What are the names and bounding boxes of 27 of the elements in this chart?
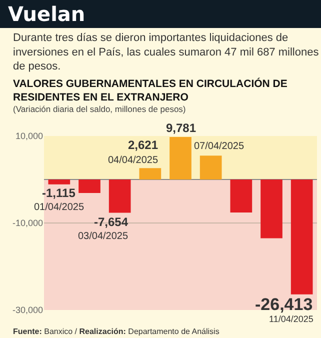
data-label: -26,413: [255, 295, 313, 314]
bar: [230, 180, 252, 213]
bar: [48, 180, 70, 184]
bar: [78, 180, 100, 193]
bar: [290, 180, 313, 294]
chart-title: Vuelan: [8, 2, 86, 26]
annotation: 01/04/2025: [34, 202, 84, 213]
source-note: Fuente: Banxico / Realización: Departamento de Análisis: [13, 327, 220, 336]
bar: [108, 180, 131, 213]
data-label: 9,781: [166, 121, 196, 135]
bar: [260, 180, 282, 238]
text: VALORES GUBERNAMENTALES EN CIRCULACIÓN DE RESIDENTES EN EL EXTRANJERO: [13, 77, 288, 104]
annotation: 07/04/2025: [194, 141, 244, 152]
bar: [200, 156, 222, 180]
y-tick-label: -30,000: [12, 305, 43, 316]
y-tick-label: 10,000: [15, 131, 43, 142]
data-label: -1,115: [42, 186, 76, 200]
text: 11/04/2025: [269, 314, 314, 324]
y-tick-label: -10,000: [12, 218, 43, 228]
chart-subtitle: Durante tres días se dieron importantes liquidaciones de inversiones en el País, las cuales sumaron 47 mil 687 millones de pesos.: [13, 32, 320, 73]
data-label: 2,621: [128, 138, 158, 152]
bar: [139, 168, 162, 180]
data-label: -7,654: [94, 215, 128, 229]
annotation: 04/04/2025: [108, 155, 158, 166]
bar: [170, 136, 192, 180]
annotation: 03/04/2025: [78, 231, 128, 242]
text: (Variación diaria del saldo, millones de pesos): [13, 104, 186, 114]
